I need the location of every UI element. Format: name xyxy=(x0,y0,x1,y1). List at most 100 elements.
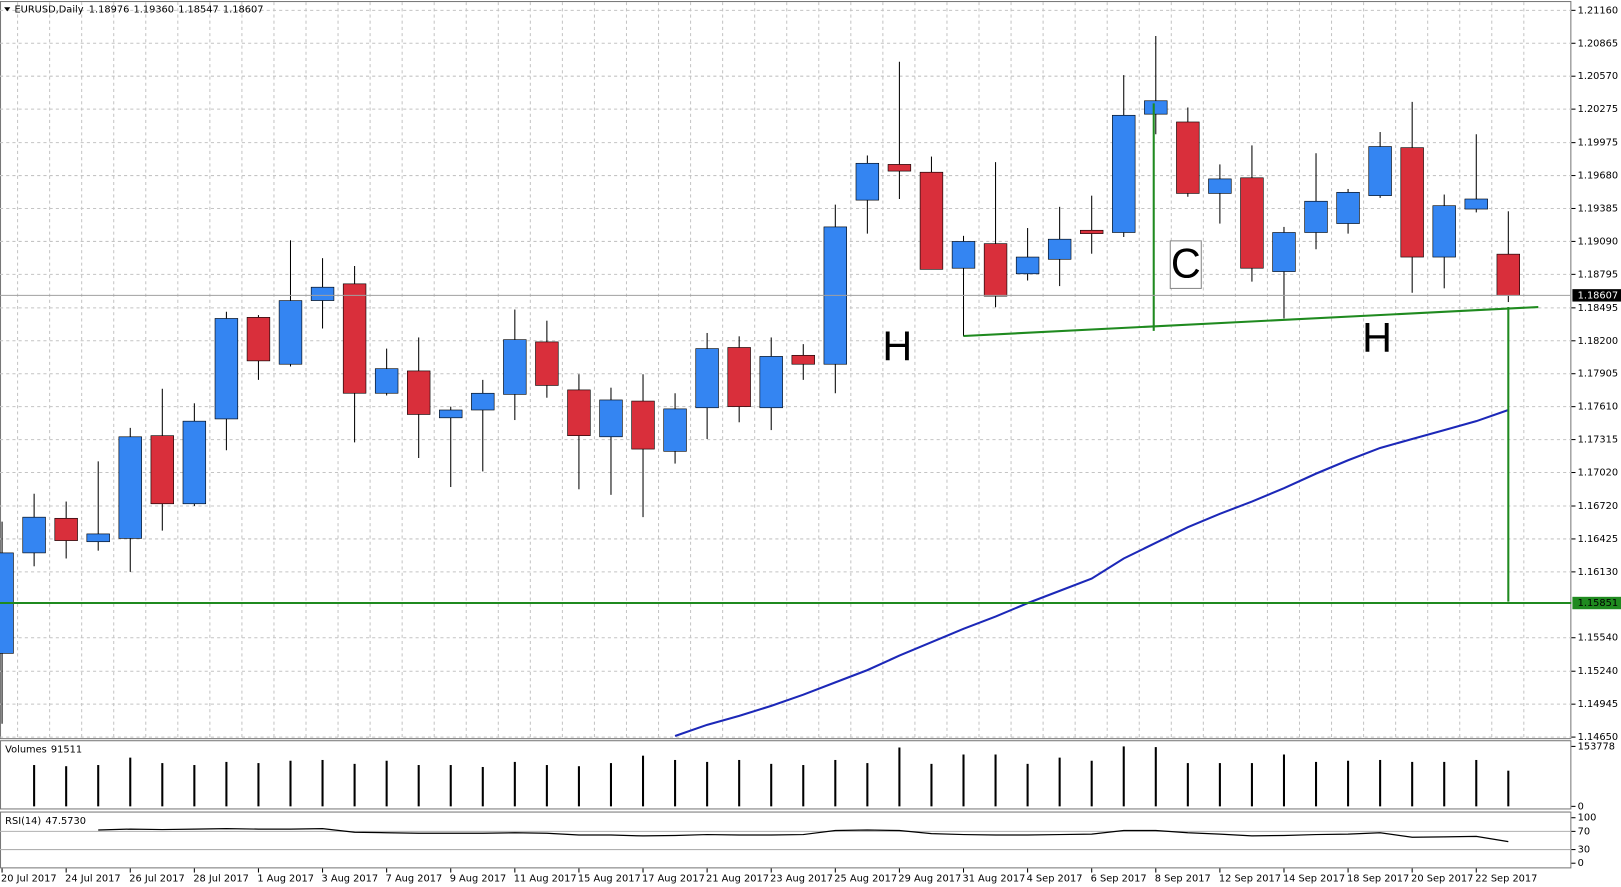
candle-body xyxy=(1464,198,1488,210)
candle-body xyxy=(1208,178,1232,194)
y-tick-label: 1.19680 xyxy=(1578,171,1619,182)
candle-body xyxy=(535,341,559,386)
x-tick-label: 31 Aug 2017 xyxy=(962,874,1025,885)
annotation: H xyxy=(882,323,912,369)
y-tick-label: 1.17315 xyxy=(1578,435,1619,446)
moving-average xyxy=(674,409,1509,737)
candle-body xyxy=(503,339,527,395)
x-tick-label: 9 Aug 2017 xyxy=(450,874,507,885)
header-value: 1.18607 xyxy=(223,4,264,15)
header: EURUSD,Daily 1.18976 1.19360 1.18547 1.18607 xyxy=(14,4,263,15)
y-tick-label: 70 xyxy=(1578,826,1591,837)
x-tick-label: 11 Aug 2017 xyxy=(514,874,577,885)
current-price-label: 1.18607 xyxy=(1578,290,1619,301)
y-tick-label: 1.19385 xyxy=(1578,203,1619,214)
y-tick-label: 100 xyxy=(1578,813,1597,824)
candle-body xyxy=(54,517,78,541)
candle-body xyxy=(86,533,110,543)
y-tick-label: 1.18795 xyxy=(1578,269,1619,280)
header-value: 1.18547 xyxy=(178,4,219,15)
x-tick-label: 14 Sep 2017 xyxy=(1283,874,1345,885)
x-tick-label: 24 Jul 2017 xyxy=(65,874,121,885)
y-tick-label: 0 xyxy=(1578,858,1584,869)
annotation: C xyxy=(1171,241,1201,287)
candle-body xyxy=(310,286,335,301)
y-tick-label: 1.17020 xyxy=(1578,468,1619,479)
x-tick-label: 26 Jul 2017 xyxy=(129,874,185,885)
candle-body xyxy=(1336,191,1360,224)
candle-body xyxy=(150,435,174,505)
candle-body xyxy=(1304,200,1328,233)
candle-body xyxy=(1112,114,1136,233)
x-tick-label: 18 Sep 2017 xyxy=(1347,874,1409,885)
candle-body xyxy=(1368,146,1392,196)
y-tick-label: 1.15540 xyxy=(1578,633,1619,644)
y-tick-label: 1.17610 xyxy=(1578,402,1619,413)
overlay: H C H EURUSD,Daily 1.18976 1.19360 1.18547 1… xyxy=(0,4,1621,885)
header-value: 1.18976 xyxy=(89,4,130,15)
candle-body xyxy=(599,399,623,438)
candle-body xyxy=(471,392,495,411)
x-tick-label: 28 Jul 2017 xyxy=(193,874,249,885)
x-tick-label: 3 Aug 2017 xyxy=(322,874,379,885)
x-tick-label: 1 Aug 2017 xyxy=(257,874,314,885)
current-price-box xyxy=(1572,289,1621,302)
y-tick-label: 153778 xyxy=(1578,741,1615,752)
rsi-current: 47.5730 xyxy=(45,816,86,827)
candle-body xyxy=(407,370,431,415)
x-tick-label: 12 Sep 2017 xyxy=(1219,874,1281,885)
y-tick-label: 1.16130 xyxy=(1578,567,1619,578)
y-tick-label: 0 xyxy=(1578,801,1584,812)
candle-body xyxy=(278,300,303,365)
x-tick-label: 8 Sep 2017 xyxy=(1155,874,1211,885)
header-value: 1.19360 xyxy=(133,4,174,15)
candle-body xyxy=(567,389,591,436)
rsi-panel xyxy=(0,811,1572,869)
level-label-box xyxy=(1572,596,1621,610)
y-tick-label: 1.20570 xyxy=(1578,71,1619,82)
y-tick-label: 1.16720 xyxy=(1578,501,1619,512)
y-tick-label: 1.14945 xyxy=(1578,699,1619,710)
header-icon xyxy=(4,7,11,12)
y-tick-label: 1.18495 xyxy=(1578,303,1619,314)
candle-body xyxy=(727,347,751,407)
candle-body xyxy=(374,368,399,394)
symbol: EURUSD,Daily xyxy=(14,4,83,15)
x-tick-label: 22 Sep 2017 xyxy=(1475,874,1537,885)
candle-body xyxy=(791,354,815,365)
x-tick-label: 20 Sep 2017 xyxy=(1411,874,1473,885)
candle-body xyxy=(1080,229,1104,234)
candle-body xyxy=(439,409,463,419)
price-panel xyxy=(0,1,1572,740)
candle-body xyxy=(631,400,655,450)
volume-current: 91511 xyxy=(51,745,82,756)
candle-body xyxy=(342,283,367,394)
y-tick-label: 1.17905 xyxy=(1578,369,1619,380)
volume-label: Volumes xyxy=(5,745,47,756)
x-tick-label: 7 Aug 2017 xyxy=(386,874,443,885)
x-tick-label: 17 Aug 2017 xyxy=(642,874,705,885)
y-tick-label: 1.16425 xyxy=(1578,534,1619,545)
y-tick-label: 1.19090 xyxy=(1578,236,1619,247)
candle-body xyxy=(214,318,239,420)
candle-body xyxy=(1432,205,1456,258)
y-tick-label: 1.19975 xyxy=(1578,138,1619,149)
candle-body xyxy=(663,408,687,452)
candle-body xyxy=(182,420,207,505)
x-tick-label: 25 Aug 2017 xyxy=(834,874,897,885)
volume-panel xyxy=(0,740,1572,810)
x-tick-label: 29 Aug 2017 xyxy=(898,874,961,885)
neckline xyxy=(963,306,1539,338)
x-tick-label: 21 Aug 2017 xyxy=(706,874,769,885)
y-tick-label: 1.14650 xyxy=(1578,732,1619,743)
candle-body xyxy=(1047,238,1072,260)
x-tick-label: 20 Jul 2017 xyxy=(1,874,57,885)
x-tick-label: 23 Aug 2017 xyxy=(770,874,833,885)
x-tick-label: 4 Sep 2017 xyxy=(1027,874,1083,885)
candle-body xyxy=(22,516,46,554)
x-tick-label: 6 Sep 2017 xyxy=(1091,874,1147,885)
rsi-line xyxy=(98,828,1509,843)
candle-body xyxy=(855,162,880,201)
candle-body xyxy=(951,241,976,269)
